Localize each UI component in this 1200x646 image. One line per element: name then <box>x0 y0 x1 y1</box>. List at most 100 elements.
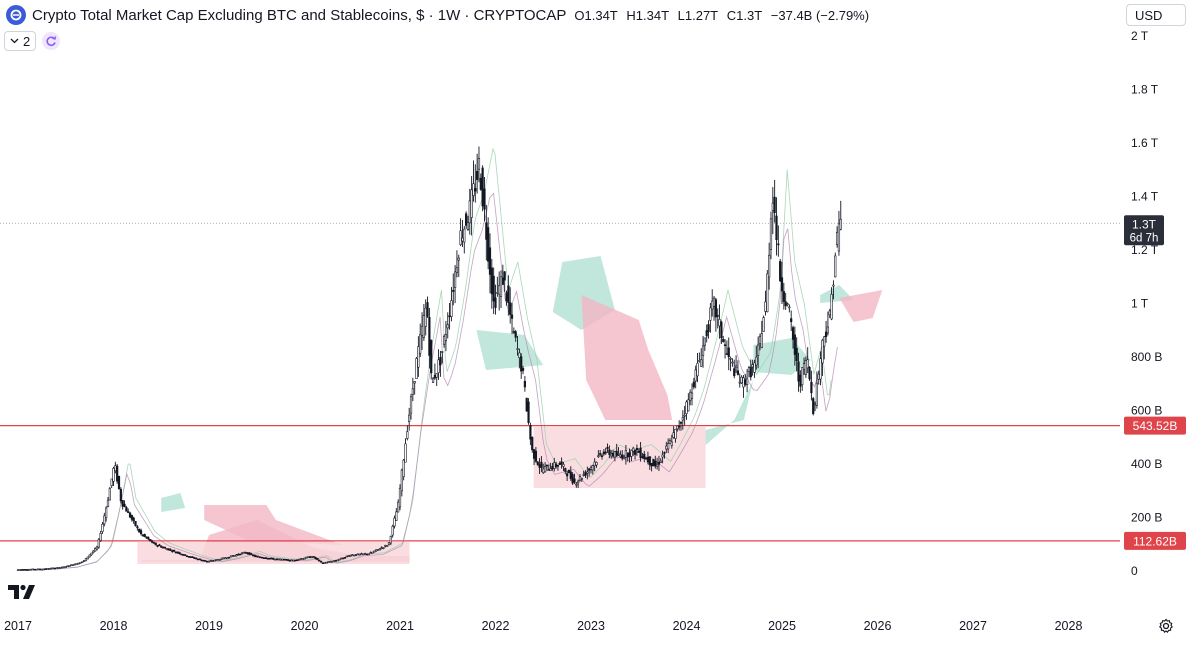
candle-body <box>641 456 644 458</box>
candle-body <box>586 471 589 474</box>
candle-body <box>184 554 187 556</box>
candle-body <box>332 560 335 562</box>
candle-body <box>615 450 618 457</box>
candle-body <box>520 356 523 372</box>
candle-body <box>68 565 71 567</box>
tradingview-logo-icon[interactable] <box>8 583 40 601</box>
candle-body <box>316 558 319 561</box>
candle-body <box>288 559 291 562</box>
candle-body <box>830 294 833 320</box>
candle-body <box>523 380 526 388</box>
candle-body <box>632 447 635 452</box>
candle-body <box>66 565 69 568</box>
candle-body <box>275 558 279 561</box>
candle-body <box>330 560 334 563</box>
candle-body <box>378 548 381 551</box>
candle-body <box>709 307 712 321</box>
candle-body <box>566 473 569 477</box>
candle-body <box>775 215 778 241</box>
candle-body <box>266 557 269 560</box>
candle-body <box>589 467 593 470</box>
candle-body <box>507 285 510 303</box>
y-tick-label: 1 T <box>1131 297 1149 311</box>
candle-body <box>44 568 47 570</box>
settings-gear-icon[interactable] <box>1158 618 1174 634</box>
candle-body <box>793 334 796 355</box>
candle-body <box>525 397 528 412</box>
candle-body <box>534 450 538 462</box>
candle-body <box>727 347 730 358</box>
candle-body <box>125 507 128 512</box>
currency-selector[interactable]: USD <box>1126 4 1186 26</box>
candle-body <box>108 488 111 501</box>
y-tick-label: 1.8 T <box>1131 83 1159 97</box>
x-tick-label: 2018 <box>100 619 128 633</box>
candle-body <box>459 230 462 245</box>
candle-body <box>369 552 372 554</box>
candle-body <box>435 373 438 378</box>
candle-body <box>94 548 97 552</box>
candle-body <box>747 367 751 372</box>
candle-body <box>106 499 110 507</box>
indicators-toggle[interactable]: 2 <box>4 31 37 51</box>
refresh-icon[interactable] <box>42 32 61 50</box>
candle-body <box>499 276 503 297</box>
candle-body <box>33 568 36 571</box>
candle-body <box>255 555 258 558</box>
candle-body <box>420 325 424 336</box>
candle-body <box>711 300 714 310</box>
candle-body <box>578 476 582 481</box>
candle-body <box>387 542 391 545</box>
candle-body <box>584 472 587 476</box>
candle-body <box>64 566 67 568</box>
candle-body <box>40 568 43 571</box>
candle-body <box>327 561 330 563</box>
candle-body <box>375 549 378 552</box>
candle-body <box>55 567 58 570</box>
candle-body <box>356 553 359 556</box>
candle-body <box>681 417 684 421</box>
symbol-title[interactable]: Crypto Total Market Cap Excluding BTC an… <box>32 6 567 24</box>
candle-body <box>441 351 444 353</box>
candle-body <box>152 542 156 544</box>
candle-body <box>769 218 773 250</box>
candle-body <box>812 398 815 415</box>
candle-body <box>509 302 512 315</box>
level-tag-value: 112.62B <box>1133 534 1177 548</box>
candle-body <box>622 456 626 459</box>
candle-body <box>340 557 343 560</box>
candle-body <box>599 453 602 455</box>
x-tick-label: 2027 <box>959 619 987 633</box>
candle-body <box>705 330 708 337</box>
candle-body <box>466 222 470 230</box>
candle-body <box>27 569 31 571</box>
candle-body <box>277 558 280 561</box>
candle-body <box>130 515 133 520</box>
candle-body <box>237 553 240 556</box>
candle-body <box>209 560 212 562</box>
candle-body <box>235 554 238 557</box>
candle-body <box>296 559 299 562</box>
x-tick-label: 2028 <box>1055 619 1083 633</box>
candle-body <box>543 466 547 473</box>
candle-body <box>99 532 102 541</box>
candle-body <box>755 356 758 366</box>
low-value: L1.27T <box>677 7 719 23</box>
candle-body <box>575 483 578 486</box>
candle-body <box>777 243 780 246</box>
candle-body <box>229 555 233 558</box>
candle-body <box>659 460 662 463</box>
candle-body <box>37 568 40 571</box>
candle-body <box>837 223 841 252</box>
candle-body <box>176 551 179 554</box>
y-tick-label: 1.4 T <box>1131 190 1159 204</box>
candle-body <box>725 353 729 355</box>
candle-body <box>707 324 710 333</box>
candle-body <box>430 340 433 374</box>
candle-body <box>790 318 793 323</box>
candle-body <box>518 352 521 358</box>
candle-body <box>766 273 769 313</box>
candle-body <box>196 558 200 561</box>
